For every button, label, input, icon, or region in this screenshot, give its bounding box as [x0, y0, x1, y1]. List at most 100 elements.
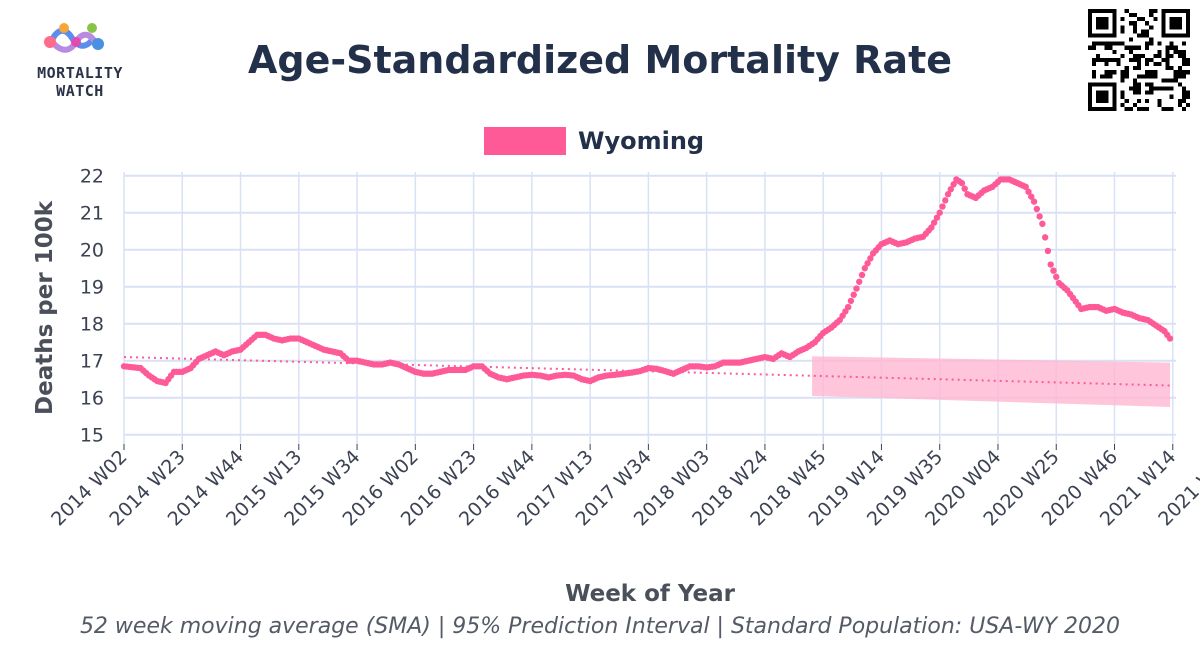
- data-point: [858, 271, 866, 279]
- qr-module: [1136, 33, 1142, 38]
- qr-module: [1136, 106, 1142, 111]
- qr-module: [1153, 53, 1158, 58]
- data-point: [847, 297, 855, 305]
- legend-label-wyoming: Wyoming: [578, 127, 705, 155]
- qr-module: [1145, 82, 1150, 87]
- qr-module: [1132, 82, 1137, 87]
- qr-module: [1173, 78, 1178, 83]
- qr-module: [1145, 98, 1150, 103]
- qr-module: [1136, 17, 1142, 22]
- qr-module: [1132, 29, 1137, 34]
- data-point: [961, 185, 968, 192]
- qr-module: [1132, 86, 1137, 91]
- data-point: [1039, 220, 1046, 228]
- qr-module: [1088, 45, 1093, 50]
- qr-module: [1092, 74, 1097, 79]
- data-point: [1050, 267, 1057, 274]
- qr-module: [1153, 74, 1158, 79]
- y-tick-label: 16: [80, 388, 104, 410]
- qr-module: [1145, 45, 1150, 50]
- qr-module: [1145, 62, 1150, 67]
- qr-module: [1132, 21, 1137, 26]
- qr-module: [1157, 49, 1162, 54]
- qr-module: [1157, 62, 1162, 67]
- y-tick-label: 22: [80, 166, 104, 188]
- qr-module: [1104, 74, 1109, 79]
- mortality-watch-logo: MORTALITY WATCH: [18, 18, 142, 108]
- qr-module: [1128, 37, 1133, 42]
- x-axis-title: Week of Year: [565, 581, 736, 607]
- data-point: [947, 186, 955, 193]
- qr-code-icon[interactable]: [1088, 9, 1190, 111]
- qr-module: [1181, 90, 1186, 95]
- qr-module: [1136, 82, 1142, 87]
- legend[interactable]: Wyoming: [484, 124, 704, 158]
- data-point: [958, 179, 966, 187]
- qr-finder-core: [1169, 17, 1182, 30]
- qr-module: [1157, 41, 1162, 46]
- qr-module: [1149, 90, 1154, 95]
- qr-module: [1149, 41, 1154, 46]
- data-point: [1033, 205, 1041, 213]
- qr-module: [1181, 86, 1186, 91]
- qr-module: [1116, 57, 1121, 63]
- qr-module: [1185, 70, 1190, 75]
- qr-module: [1132, 25, 1137, 30]
- data-point: [1030, 198, 1038, 205]
- data-point: [1047, 261, 1054, 268]
- qr-module: [1141, 53, 1146, 58]
- qr-module: [1145, 41, 1150, 46]
- qr-module: [1141, 106, 1146, 111]
- logo-line-2: WATCH: [56, 82, 104, 100]
- qr-module: [1120, 25, 1125, 30]
- data-point: [1041, 234, 1049, 241]
- qr-module: [1108, 70, 1113, 75]
- qr-module: [1177, 53, 1182, 58]
- qr-module: [1120, 29, 1125, 34]
- qr-module: [1161, 57, 1166, 63]
- qr-module: [1116, 62, 1121, 67]
- qr-module: [1104, 45, 1109, 50]
- qr-module: [1153, 9, 1158, 14]
- qr-module: [1128, 49, 1133, 54]
- qr-module: [1092, 70, 1097, 75]
- qr-module: [1185, 102, 1190, 107]
- qr-module: [1104, 41, 1109, 46]
- qr-module: [1173, 74, 1178, 79]
- qr-module: [1149, 70, 1154, 75]
- qr-module: [1120, 90, 1125, 95]
- qr-module: [1173, 49, 1178, 54]
- qr-module: [1132, 13, 1137, 18]
- qr-module: [1181, 98, 1186, 103]
- series-wyoming: [120, 176, 1174, 387]
- qr-module: [1136, 86, 1142, 91]
- logo-line-1: MORTALITY: [37, 64, 123, 82]
- data-point: [1025, 188, 1032, 195]
- qr-module: [1173, 45, 1178, 50]
- qr-module: [1132, 53, 1137, 58]
- qr-module: [1181, 57, 1186, 63]
- qr-module: [1136, 66, 1142, 71]
- qr-module: [1149, 57, 1154, 63]
- data-point: [1036, 213, 1043, 220]
- qr-module: [1112, 41, 1117, 46]
- qr-module: [1132, 90, 1137, 95]
- qr-module: [1149, 9, 1154, 14]
- qr-module: [1100, 41, 1105, 46]
- qr-module: [1096, 53, 1101, 58]
- qr-module: [1169, 94, 1174, 99]
- y-axis-title: Deaths per 100k: [32, 200, 58, 415]
- data-point: [1044, 247, 1052, 255]
- qr-module: [1120, 94, 1125, 99]
- qr-module: [1132, 45, 1137, 50]
- qr-module: [1112, 70, 1117, 75]
- qr-module: [1149, 82, 1154, 87]
- qr-module: [1185, 57, 1190, 63]
- qr-module: [1136, 53, 1142, 58]
- qr-module: [1177, 49, 1182, 54]
- qr-module: [1177, 98, 1182, 103]
- qr-module: [1132, 66, 1137, 71]
- qr-module: [1145, 57, 1150, 63]
- qr-module: [1165, 49, 1170, 54]
